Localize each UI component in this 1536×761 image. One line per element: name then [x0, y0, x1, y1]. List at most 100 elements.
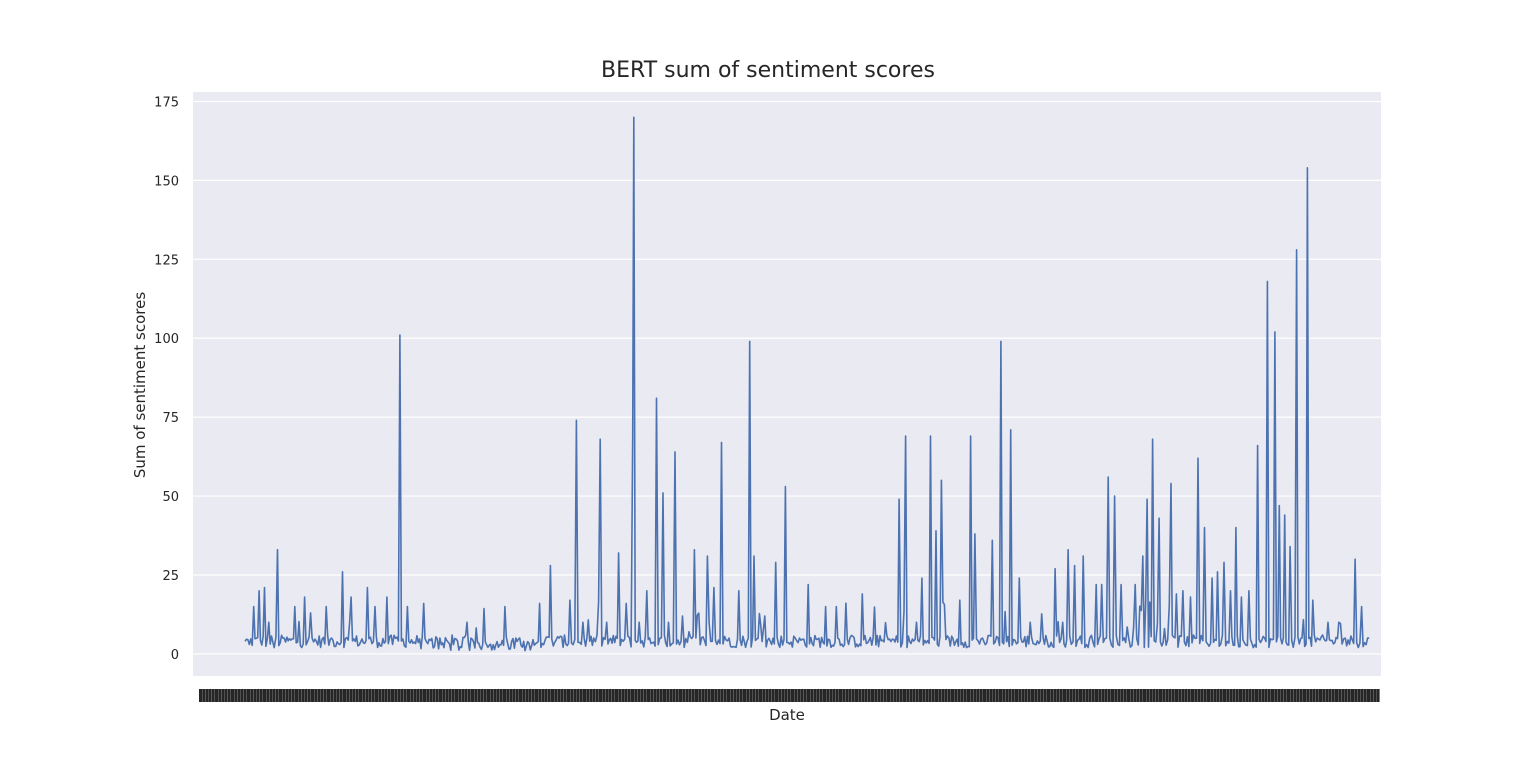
x-tick-label — [813, 689, 817, 702]
chart-title: BERT sum of sentiment scores — [601, 58, 935, 83]
x-tick-label — [941, 689, 945, 702]
x-tick-label — [432, 689, 436, 702]
x-tick-label — [1191, 689, 1194, 702]
x-tick-label — [935, 689, 938, 702]
x-tick-label — [467, 689, 471, 702]
x-tick-label — [893, 689, 897, 702]
x-tick-label — [1299, 689, 1303, 702]
x-tick-label — [509, 689, 513, 702]
x-tick-label — [301, 689, 305, 702]
x-tick-label — [714, 689, 718, 702]
y-tick-label: 125 — [154, 253, 179, 268]
x-tick-label — [407, 689, 410, 702]
x-tick-label — [311, 689, 314, 702]
x-tick-label — [237, 689, 241, 702]
x-tick-label — [1207, 689, 1210, 702]
x-tick-label — [1027, 689, 1031, 702]
x-tick-label — [1034, 689, 1038, 702]
x-tick-label — [275, 689, 279, 702]
x-tick-label — [739, 689, 743, 702]
x-tick-label — [807, 689, 810, 702]
x-tick-label — [973, 689, 977, 702]
y-tick-label: 0 — [171, 648, 179, 663]
x-tick-label — [851, 689, 855, 702]
x-tick-label — [797, 689, 801, 702]
x-tick-label — [842, 689, 846, 702]
x-tick-label — [762, 689, 766, 702]
x-tick-label — [928, 689, 932, 702]
x-tick-label — [874, 689, 878, 702]
x-tick-label — [1341, 689, 1345, 702]
x-tick-label — [541, 689, 545, 702]
x-tick-label — [1360, 689, 1364, 702]
x-tick-label — [736, 689, 740, 702]
x-tick-label — [589, 689, 593, 702]
x-tick-label — [320, 689, 324, 702]
x-tick-label — [659, 689, 663, 702]
x-tick-label — [810, 689, 814, 702]
x-tick-label — [685, 689, 689, 702]
x-tick-label — [227, 689, 231, 702]
x-tick-label — [647, 689, 650, 702]
x-tick-label — [1024, 689, 1028, 702]
x-tick-label — [749, 689, 753, 702]
x-tick-label — [979, 689, 983, 702]
x-tick-label — [1351, 689, 1354, 702]
x-tick-label — [487, 689, 490, 702]
x-tick-label — [448, 689, 452, 702]
x-tick-label — [259, 689, 263, 702]
x-tick-label — [461, 689, 465, 702]
x-tick-label — [861, 689, 865, 702]
x-tick-label — [349, 689, 353, 702]
x-tick-label — [1075, 689, 1079, 702]
x-tick-label — [231, 689, 234, 702]
x-tick-label — [551, 689, 554, 702]
x-tick-label — [845, 689, 849, 702]
x-tick-label — [733, 689, 737, 702]
x-tick-label — [557, 689, 561, 702]
x-tick-label — [983, 689, 986, 702]
x-tick-label — [615, 689, 618, 702]
x-tick-label — [1367, 689, 1370, 702]
x-tick-label — [579, 689, 583, 702]
x-tick-label — [704, 689, 708, 702]
x-tick-label — [1338, 689, 1342, 702]
x-tick-label — [698, 689, 702, 702]
x-tick-label — [800, 689, 804, 702]
x-tick-label — [1098, 689, 1102, 702]
x-tick-label — [1095, 689, 1098, 702]
x-tick-label — [595, 689, 599, 702]
x-tick-label — [1264, 689, 1268, 702]
x-tick-label — [663, 689, 666, 702]
x-tick-label — [1056, 689, 1060, 702]
x-tick-label — [890, 689, 894, 702]
x-tick-label — [650, 689, 654, 702]
x-tick-label — [442, 689, 446, 702]
x-tick-label — [419, 689, 423, 702]
x-tick-label — [899, 689, 903, 702]
x-tick-label — [1248, 689, 1252, 702]
x-tick-label — [1168, 689, 1172, 702]
x-tick-label — [1210, 689, 1214, 702]
x-tick-label — [1347, 689, 1351, 702]
x-tick-label — [394, 689, 398, 702]
x-tick-label — [992, 689, 996, 702]
x-tick-label — [583, 689, 586, 702]
x-tick-label — [1018, 689, 1022, 702]
x-tick-label — [624, 689, 628, 702]
x-axis-label: Date — [769, 706, 805, 724]
x-tick-label — [791, 689, 794, 702]
x-tick-label — [352, 689, 356, 702]
x-tick-label — [1155, 689, 1159, 702]
x-tick-label — [1239, 689, 1242, 702]
x-tick-label — [867, 689, 871, 702]
x-tick-label — [1079, 689, 1082, 702]
x-tick-label — [208, 689, 212, 702]
x-tick-label — [1143, 689, 1146, 702]
x-tick-label — [912, 689, 916, 702]
x-tick-label — [586, 689, 590, 702]
x-tick-label — [304, 689, 308, 702]
x-tick-label — [1047, 689, 1050, 702]
x-tick-label — [1328, 689, 1332, 702]
x-tick-label — [1187, 689, 1191, 702]
